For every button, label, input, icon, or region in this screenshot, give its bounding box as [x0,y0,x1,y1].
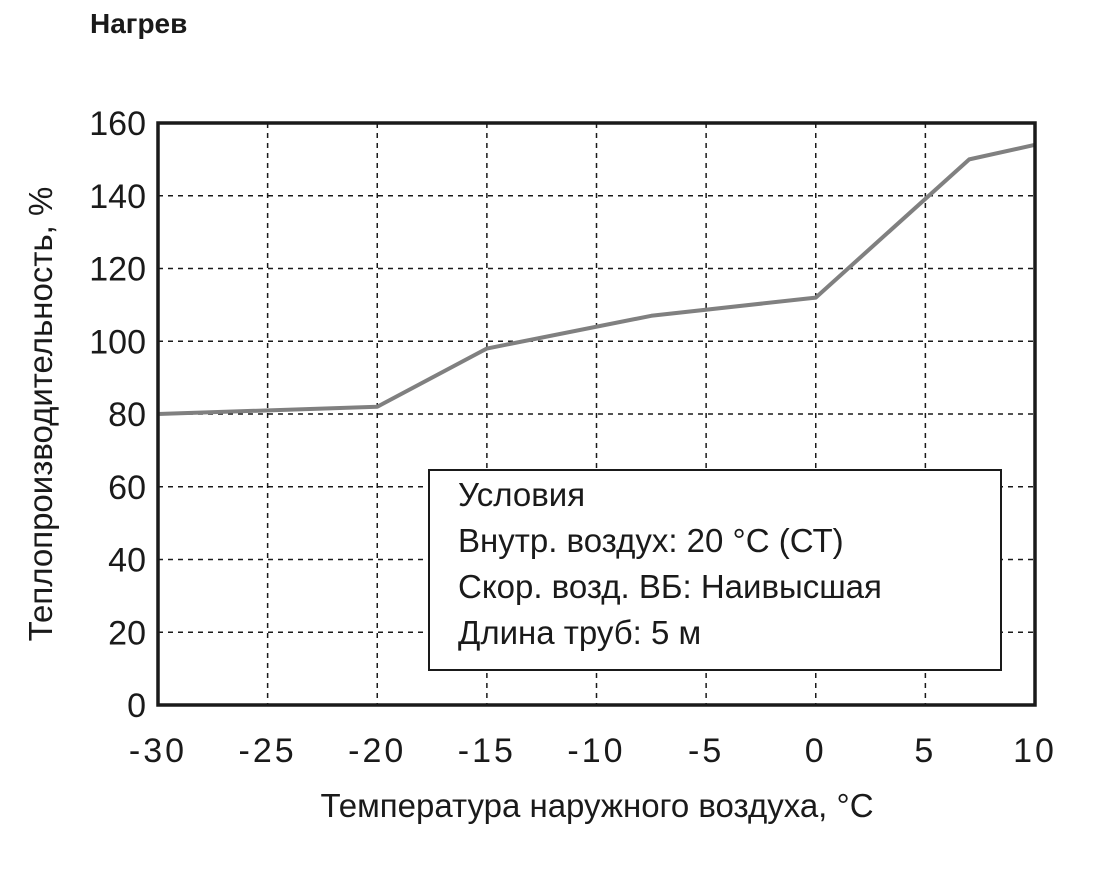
y-tick-label: 80 [108,396,146,434]
x-axis-label: Температура наружного воздуха, °C [320,787,873,824]
y-tick-label: 100 [89,323,146,361]
y-tick-label: 140 [89,178,146,216]
legend-box [428,469,1002,671]
y-tick-label: 0 [127,687,146,725]
x-tick-label: 5 [914,732,936,770]
y-tick-label: 20 [108,614,146,652]
chart-title: Нагрев [90,8,188,39]
x-tick-label: -5 [688,732,724,770]
series-line [157,142,1036,416]
x-tick-label: -30 [129,732,187,770]
legend-heading: Условия [458,476,585,513]
legend-line: Скор. возд. ВБ: Наивысшая [458,568,882,605]
y-axis-label: Теплопроизводительность, % [22,187,59,642]
x-tick-label: 0 [805,732,827,770]
x-tick-label: -15 [458,732,516,770]
x-axis-ticks: -30 -25 -20 -15 -10 -5 0 5 10 [129,732,1057,770]
data-series [157,142,1036,416]
plot-frame [156,121,1037,707]
y-tick-label: 120 [89,251,146,289]
y-tick-label: 60 [108,469,146,507]
x-tick-label: -25 [239,732,297,770]
y-tick-label: 160 [89,105,146,143]
legend-line: Длина труб: 5 м [458,614,701,651]
x-tick-label: 10 [1013,732,1057,770]
y-tick-label: 40 [108,542,146,580]
legend-line: Внутр. воздух: 20 °C (СТ) [458,522,844,559]
y-axis-ticks: 0 20 40 60 80 100 120 140 160 [89,105,146,725]
x-tick-label: -10 [567,732,625,770]
x-tick-label: -20 [348,732,406,770]
conditions-legend: Условия Внутр. воздух: 20 °C (СТ) Скор. во… [428,469,1002,671]
